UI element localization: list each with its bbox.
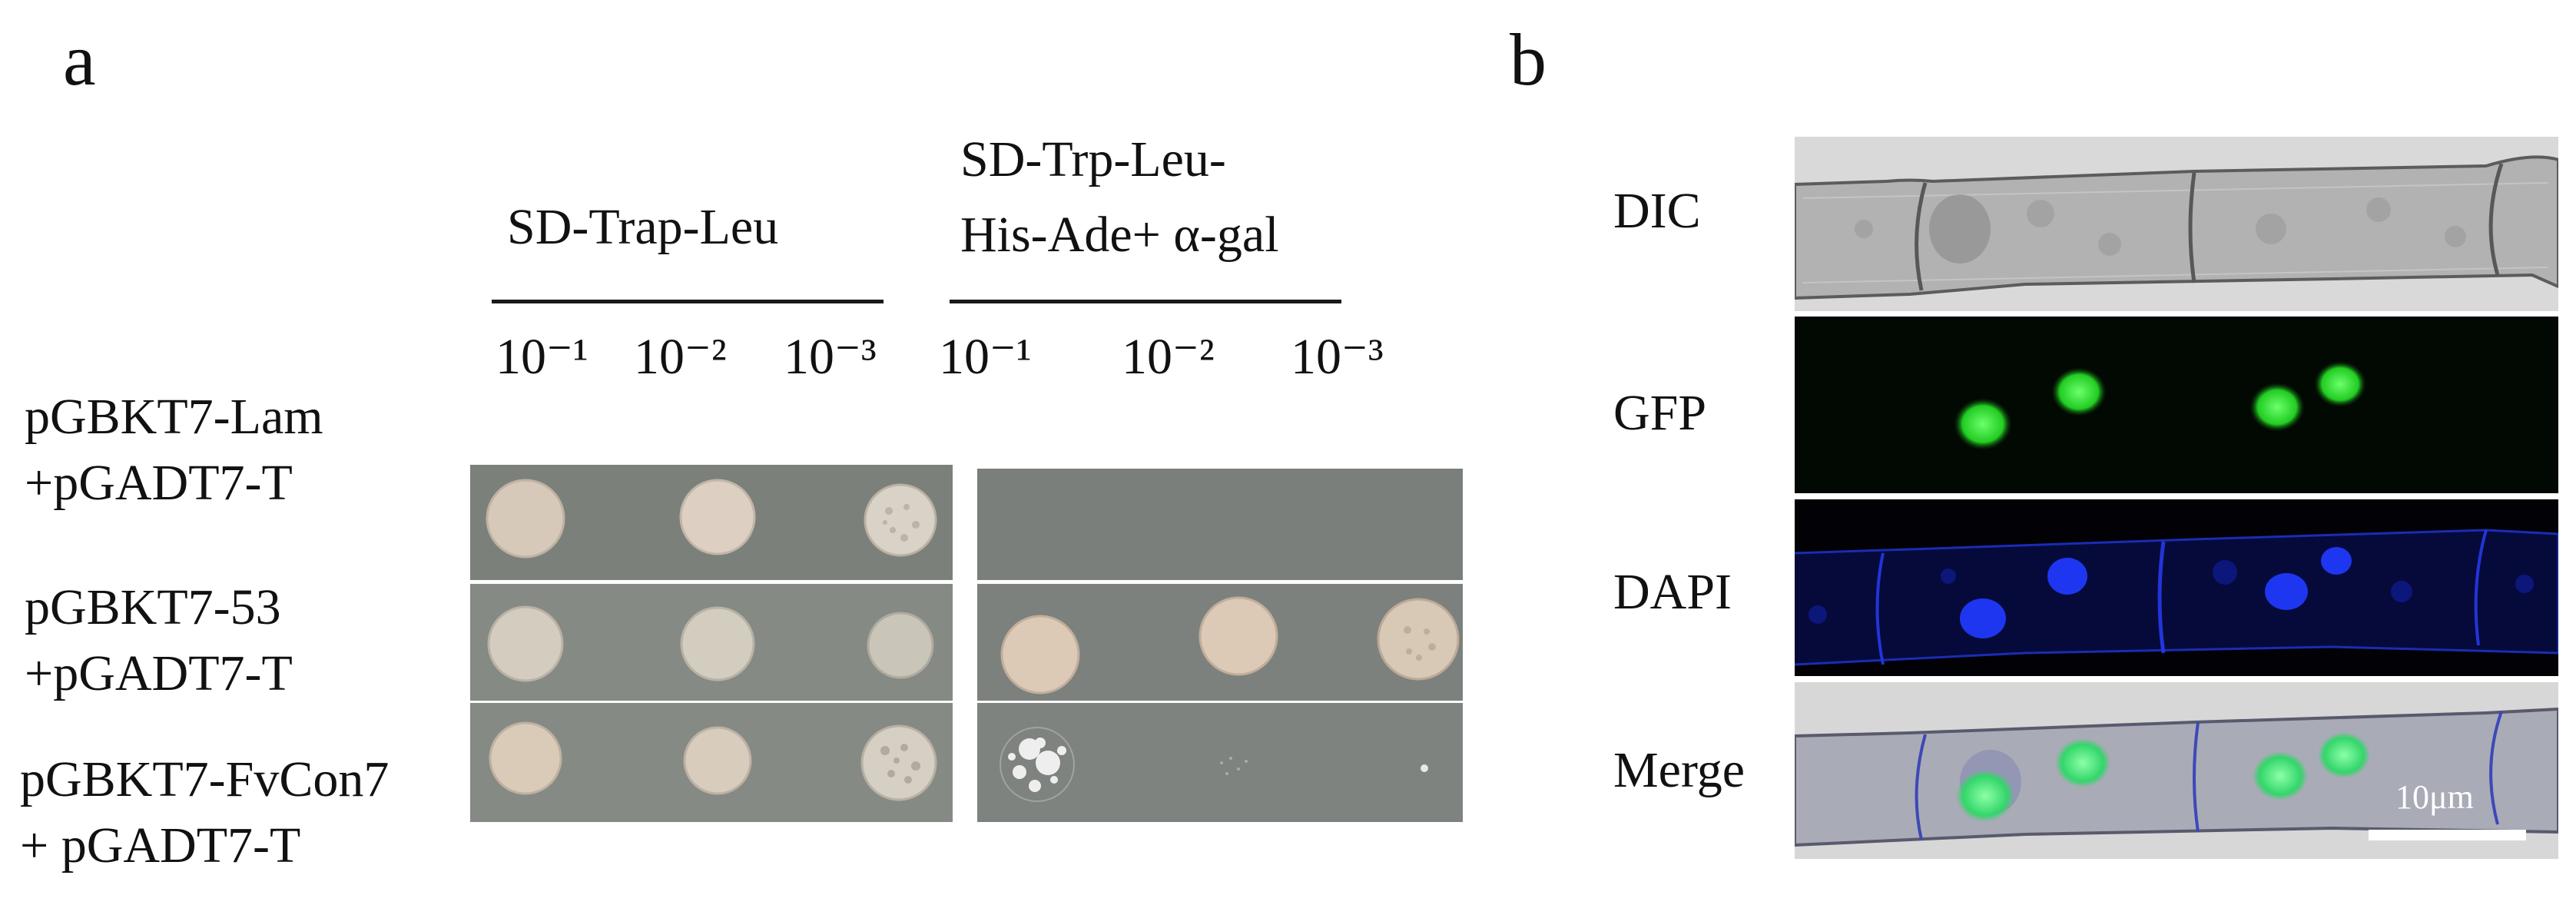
dilution-left-1: 10⁻¹ bbox=[496, 329, 588, 385]
channel-label-dic: DIC bbox=[1613, 183, 1701, 239]
micrograph-dic bbox=[1795, 137, 2558, 311]
plate-right-row2 bbox=[977, 584, 1463, 701]
micrograph-gfp bbox=[1795, 317, 2558, 493]
gfp-nucleus-3 bbox=[2249, 383, 2305, 432]
panel-a-letter: a bbox=[63, 18, 96, 101]
colony-right-r2-d1 bbox=[1000, 615, 1080, 694]
colony-left-r3-d2 bbox=[683, 726, 752, 795]
merge-nucleus-4 bbox=[2318, 732, 2370, 778]
colony-left-r2-d2 bbox=[680, 606, 755, 681]
colony-left-r1-d2 bbox=[679, 479, 756, 555]
channel-label-gfp: GFP bbox=[1613, 385, 1707, 441]
dilution-left-2: 10⁻² bbox=[634, 329, 727, 385]
media-header-right-rule bbox=[950, 300, 1341, 303]
merge-nucleus-3 bbox=[2253, 751, 2308, 801]
plate-right-row3 bbox=[977, 703, 1463, 822]
media-header-right-line1: SD-Trp-Leu- bbox=[960, 131, 1226, 187]
colony-right-r2-d3 bbox=[1377, 598, 1460, 681]
channel-label-merge: Merge bbox=[1613, 742, 1746, 798]
merge-nucleus-2 bbox=[2055, 738, 2110, 787]
row-label-3: pGBKT7-FvCon7 + pGADT7-T bbox=[20, 751, 390, 874]
colony-left-r3-d1 bbox=[489, 721, 562, 795]
dilution-left-3: 10⁻³ bbox=[784, 329, 877, 385]
panel-b-letter: b bbox=[1510, 18, 1547, 101]
colony-left-r1-d1 bbox=[486, 479, 565, 559]
colony-left-r3-d3 bbox=[860, 724, 937, 801]
colony-right-r3-d3 bbox=[1421, 764, 1428, 772]
micrograph-merge bbox=[1795, 682, 2558, 859]
row-label-2: pGBKT7-53 +pGADT7-T bbox=[25, 579, 293, 701]
colony-left-r1-d3 bbox=[864, 483, 937, 557]
colony-left-r2-d3 bbox=[867, 612, 934, 679]
dilution-right-2: 10⁻² bbox=[1122, 329, 1215, 385]
plate-left-row2 bbox=[470, 584, 953, 701]
plate-left-row3 bbox=[470, 703, 953, 822]
media-header-right-line2: His-Ade+ α-gal bbox=[960, 207, 1279, 263]
plate-left-row1 bbox=[470, 465, 953, 580]
gfp-nucleus-4 bbox=[2314, 361, 2366, 407]
colony-left-r2-d1 bbox=[487, 605, 564, 682]
media-header-left: SD-Trap-Leu bbox=[507, 199, 779, 255]
scale-bar bbox=[2369, 830, 2526, 840]
row-label-1: pGBKT7-Lam +pGADT7-T bbox=[25, 389, 323, 511]
channel-label-dapi: DAPI bbox=[1613, 564, 1732, 620]
gfp-nucleus-2 bbox=[2051, 367, 2107, 416]
colony-right-r3-d1 bbox=[1008, 738, 1066, 792]
colony-right-r2-d2 bbox=[1198, 596, 1278, 676]
dilution-right-1: 10⁻¹ bbox=[939, 329, 1032, 385]
plate-right-row1 bbox=[977, 469, 1463, 580]
micrograph-dapi bbox=[1795, 499, 2558, 676]
merge-nucleus-1 bbox=[1956, 770, 2014, 822]
gfp-nucleus-1 bbox=[1954, 398, 2012, 450]
colony-right-r3-d2 bbox=[1220, 757, 1248, 775]
media-header-left-rule bbox=[492, 300, 884, 303]
dilution-right-3: 10⁻³ bbox=[1291, 329, 1384, 385]
scale-bar-label: 10μm bbox=[2395, 778, 2474, 816]
